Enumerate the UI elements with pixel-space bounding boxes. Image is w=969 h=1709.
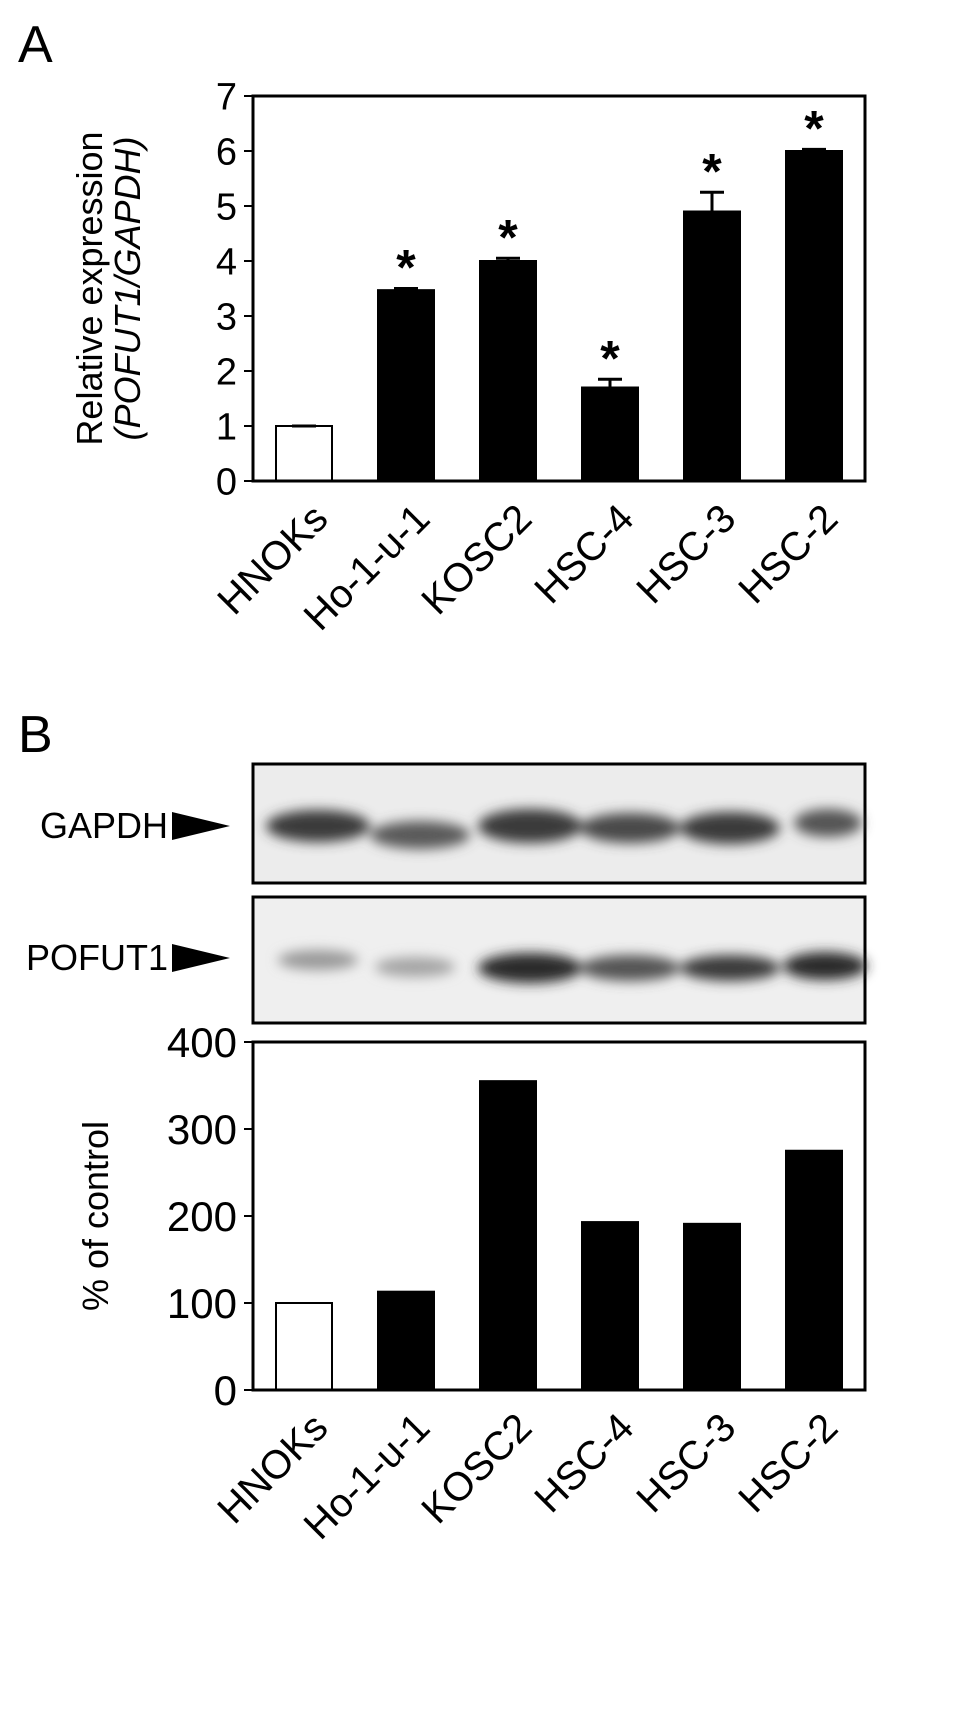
significance-star: * bbox=[498, 209, 518, 265]
plot-frame bbox=[251, 1040, 867, 1392]
y-tick-label: 0 bbox=[216, 462, 237, 504]
y-tick-label: 1 bbox=[216, 407, 237, 449]
bar bbox=[275, 425, 333, 482]
x-tick-label: HSC-3 bbox=[628, 1405, 744, 1521]
blot-gapdh bbox=[251, 762, 867, 885]
y-tick-label: 3 bbox=[216, 297, 237, 339]
bar bbox=[377, 289, 435, 482]
bar bbox=[785, 1149, 843, 1391]
bar bbox=[479, 260, 537, 482]
y-tick-label: 200 bbox=[167, 1193, 237, 1240]
blot-label: POFUT1 bbox=[26, 937, 168, 978]
bar bbox=[581, 386, 639, 482]
y-tick-label: 100 bbox=[167, 1280, 237, 1327]
panel-label: A bbox=[18, 16, 53, 74]
y-tick-label: 6 bbox=[216, 132, 237, 174]
bar bbox=[785, 150, 843, 482]
bar bbox=[377, 1290, 435, 1391]
blot-pofut1 bbox=[251, 895, 867, 1025]
bar bbox=[479, 1080, 537, 1392]
bar bbox=[683, 210, 741, 482]
significance-star: * bbox=[804, 100, 824, 156]
blot-label: GAPDH bbox=[40, 805, 168, 846]
significance-star: * bbox=[702, 143, 722, 199]
y-tick-label: 2 bbox=[216, 352, 237, 394]
x-tick-label: KOSC2 bbox=[413, 496, 540, 623]
y-tick-label: 0 bbox=[214, 1367, 237, 1414]
x-tick-label: HSC-4 bbox=[526, 1405, 642, 1521]
arrowhead bbox=[172, 812, 230, 840]
significance-star: * bbox=[600, 330, 620, 386]
x-tick-label: HSC-2 bbox=[730, 496, 846, 612]
panel-label: B bbox=[18, 706, 53, 764]
y-axis-label: % of control bbox=[75, 1121, 116, 1311]
y-tick-label: 4 bbox=[216, 242, 237, 284]
x-tick-label: HSC-2 bbox=[730, 1405, 846, 1521]
bar bbox=[683, 1222, 741, 1391]
arrowhead bbox=[172, 944, 230, 972]
y-tick-label: 5 bbox=[216, 187, 237, 229]
y-tick-label: 400 bbox=[167, 1019, 237, 1066]
y-axis-label: Relative expression bbox=[69, 131, 110, 445]
y-tick-label: 300 bbox=[167, 1106, 237, 1153]
bar bbox=[581, 1221, 639, 1391]
plot-frame bbox=[251, 94, 867, 483]
significance-star: * bbox=[396, 240, 416, 296]
y-tick-label: 7 bbox=[216, 77, 237, 119]
bar bbox=[275, 1302, 333, 1391]
x-tick-label: HSC-4 bbox=[526, 496, 642, 612]
x-tick-label: HSC-3 bbox=[628, 496, 744, 612]
x-tick-label: KOSC2 bbox=[413, 1405, 540, 1532]
y-axis-label: (POFUT1/GAPDH) bbox=[107, 136, 148, 440]
